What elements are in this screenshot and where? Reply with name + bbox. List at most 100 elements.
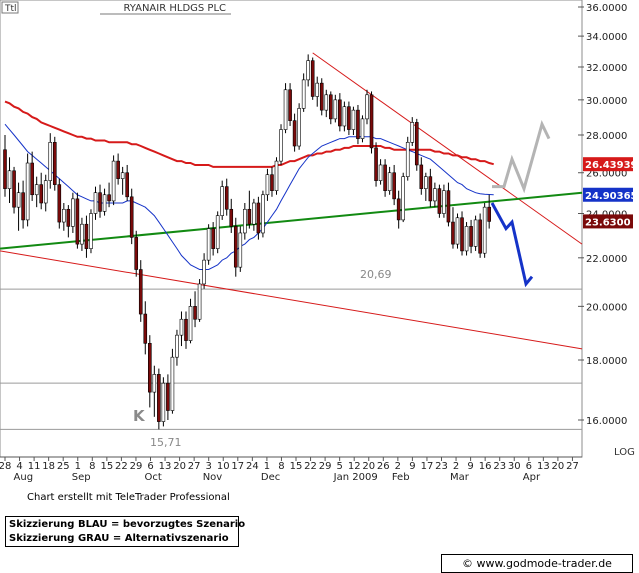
x-tick-label: 20 bbox=[173, 461, 186, 472]
candle bbox=[238, 226, 243, 272]
candle bbox=[424, 172, 428, 201]
moving-averages bbox=[4, 100, 494, 270]
candle-body bbox=[387, 172, 392, 191]
candle bbox=[410, 117, 415, 147]
candle bbox=[460, 211, 464, 256]
candle bbox=[21, 180, 25, 229]
candle bbox=[80, 217, 84, 251]
candle bbox=[437, 184, 442, 218]
candle-body bbox=[333, 99, 338, 120]
candle-body bbox=[129, 196, 134, 238]
x-tick-label: 16 bbox=[479, 461, 492, 472]
candle bbox=[206, 224, 211, 265]
candle-body bbox=[252, 202, 256, 225]
candle-body bbox=[315, 82, 320, 97]
candle-body bbox=[7, 170, 12, 189]
x-tick-label: 8 bbox=[89, 461, 95, 472]
candle bbox=[93, 186, 98, 220]
candle-body bbox=[410, 122, 415, 143]
x-tick-label: 11 bbox=[28, 461, 41, 472]
x-month-label: Nov bbox=[203, 472, 223, 483]
candle-body bbox=[52, 142, 57, 185]
x-tick-label: 2 bbox=[453, 461, 459, 472]
candle bbox=[256, 196, 261, 240]
candle-body bbox=[356, 109, 360, 139]
stock-chart: Ttl RYANAIR HLDGS PLC 20,69 15,71 K 36.0… bbox=[0, 0, 638, 483]
y-tick-label: 32.0000 bbox=[586, 63, 627, 74]
y-tick-label: 36.0000 bbox=[586, 3, 627, 14]
candle-body bbox=[487, 206, 491, 222]
candle bbox=[25, 153, 30, 227]
candle bbox=[428, 168, 433, 208]
candle-body bbox=[89, 213, 93, 249]
candle bbox=[71, 192, 75, 233]
website-link[interactable]: © www.godmode-trader.de bbox=[441, 554, 633, 573]
candle-body bbox=[247, 208, 252, 225]
candle bbox=[396, 190, 401, 229]
downtrend-line bbox=[312, 52, 583, 245]
candle-body bbox=[405, 142, 410, 177]
candle bbox=[138, 260, 143, 322]
source-label-box bbox=[1, 1, 19, 14]
x-month-label: Sep bbox=[72, 472, 91, 483]
x-tick-label: 4 bbox=[16, 461, 22, 472]
y-tick-label: 30.0000 bbox=[586, 96, 627, 107]
candle bbox=[166, 374, 170, 420]
x-month-label: Dec bbox=[261, 472, 280, 483]
candle bbox=[125, 164, 129, 201]
candle-body bbox=[369, 94, 374, 149]
low-marker: K bbox=[133, 407, 146, 425]
candle-body bbox=[193, 306, 197, 320]
y-tick-label: 18.0000 bbox=[586, 356, 627, 367]
candle bbox=[356, 104, 360, 145]
candle bbox=[464, 222, 469, 256]
candle bbox=[30, 151, 34, 201]
candle-body bbox=[93, 192, 98, 214]
candle bbox=[265, 168, 270, 201]
candle-body bbox=[62, 208, 66, 223]
candle bbox=[224, 178, 229, 216]
x-tick-label: 18 bbox=[42, 461, 55, 472]
candle-body bbox=[98, 192, 102, 212]
candle bbox=[446, 182, 451, 227]
candlestick-series bbox=[3, 54, 491, 430]
candle bbox=[120, 166, 125, 195]
candle-body bbox=[433, 188, 437, 202]
candle-body bbox=[482, 206, 487, 254]
log-scale-label: LOG bbox=[614, 447, 635, 458]
candle-body bbox=[396, 198, 401, 221]
candle-body bbox=[66, 208, 71, 227]
candle-body bbox=[138, 269, 143, 315]
candle-body bbox=[202, 259, 206, 285]
candle bbox=[315, 76, 320, 107]
candle-body bbox=[120, 172, 125, 179]
candle bbox=[62, 202, 66, 231]
candle bbox=[16, 182, 21, 231]
candle-body bbox=[428, 176, 433, 202]
candle bbox=[102, 188, 107, 216]
candle-body bbox=[270, 174, 274, 191]
candle-body bbox=[175, 334, 179, 358]
price-badges: 26.43939 24.90365 23.6300 bbox=[583, 157, 638, 229]
candle-body bbox=[279, 129, 283, 162]
candle bbox=[478, 213, 482, 258]
candle bbox=[338, 93, 342, 132]
x-tick-label: 20 bbox=[362, 461, 375, 472]
candle-body bbox=[197, 283, 202, 320]
price-badge-label: 26.43939 bbox=[585, 160, 638, 171]
x-tick-label: 5 bbox=[336, 461, 342, 472]
y-tick-label: 26.0000 bbox=[586, 169, 627, 180]
candle bbox=[39, 172, 44, 210]
candle-body bbox=[442, 190, 446, 214]
source-label: Ttl bbox=[4, 4, 17, 14]
candle-body bbox=[292, 120, 297, 147]
candle-body bbox=[102, 194, 107, 212]
candle-body bbox=[57, 184, 62, 223]
candle bbox=[319, 78, 324, 116]
candle-body bbox=[414, 122, 419, 166]
x-tick-label: 24 bbox=[246, 461, 259, 472]
candle bbox=[473, 215, 478, 251]
candle-body bbox=[261, 194, 265, 234]
candle-body bbox=[392, 172, 396, 200]
candle bbox=[220, 180, 224, 220]
